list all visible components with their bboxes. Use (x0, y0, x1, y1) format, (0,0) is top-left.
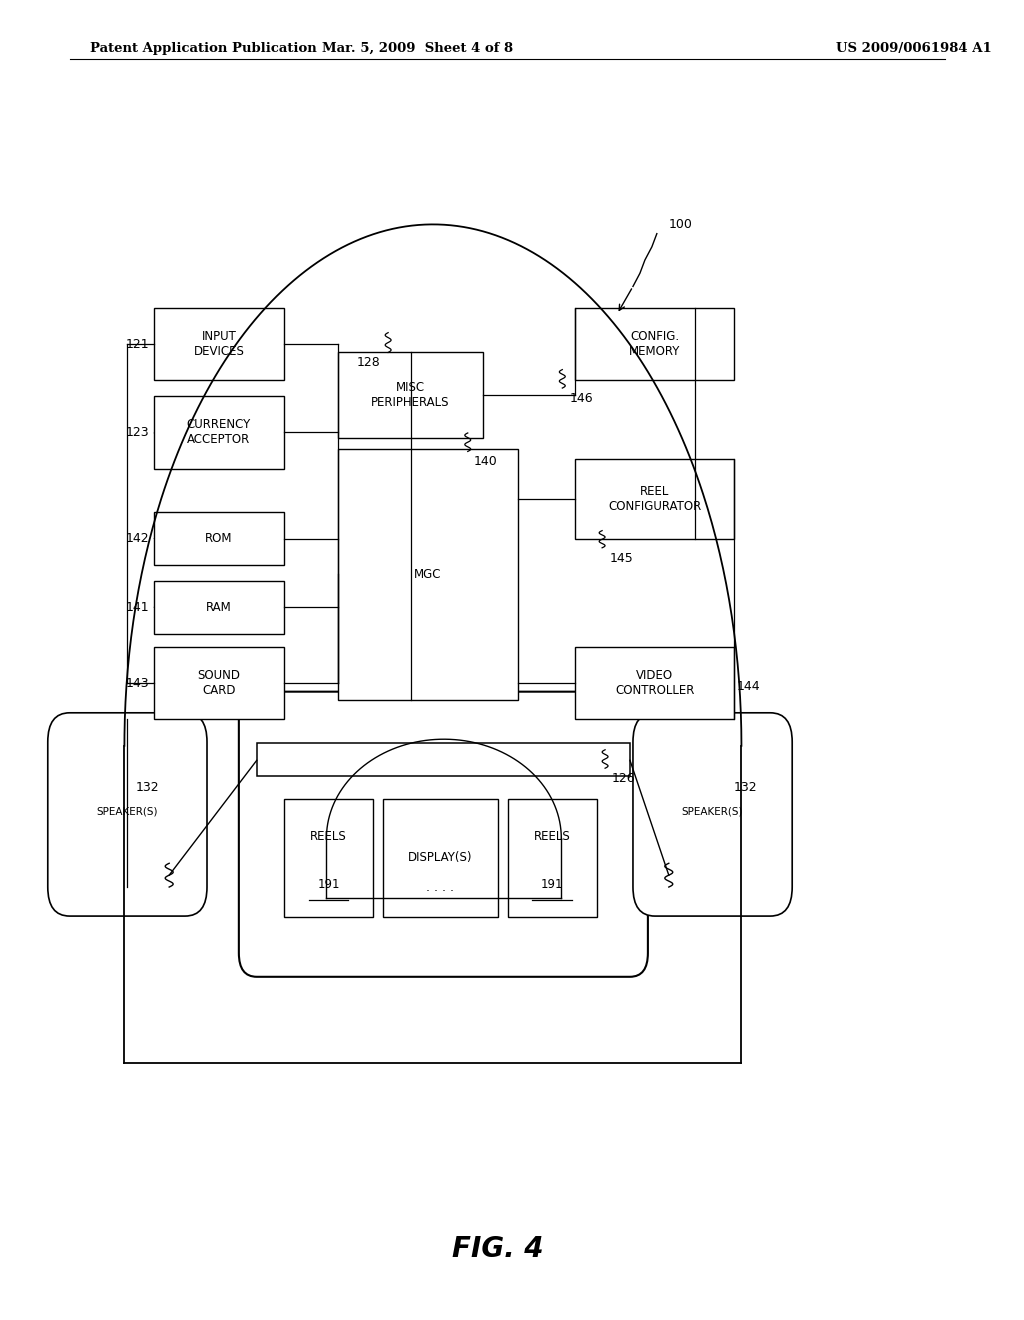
Bar (338, 449, 517, 700)
Bar (257, 743, 630, 776)
Text: 142: 142 (126, 532, 150, 545)
Bar (284, 799, 373, 917)
Text: FIG. 4: FIG. 4 (452, 1234, 544, 1263)
Text: RAM: RAM (206, 601, 231, 614)
Text: 123: 123 (126, 426, 150, 440)
Bar (338, 352, 482, 438)
Bar (155, 396, 284, 469)
Bar (155, 581, 284, 634)
Text: 141: 141 (126, 601, 150, 614)
Text: MGC: MGC (414, 568, 441, 581)
Text: SOUND
CARD: SOUND CARD (198, 669, 241, 697)
Text: REELS: REELS (534, 830, 570, 843)
FancyBboxPatch shape (633, 713, 793, 916)
Text: 121: 121 (126, 338, 150, 351)
Text: Patent Application Publication: Patent Application Publication (89, 42, 316, 55)
Text: 128: 128 (356, 356, 380, 370)
Text: SPEAKER(S): SPEAKER(S) (682, 807, 743, 817)
Text: 145: 145 (610, 552, 634, 565)
Bar (575, 647, 734, 719)
Text: VIDEO
CONTROLLER: VIDEO CONTROLLER (615, 669, 694, 697)
Text: REELS: REELS (310, 830, 347, 843)
Text: 132: 132 (733, 781, 757, 795)
Text: 140: 140 (474, 455, 498, 469)
Text: CURRENCY
ACCEPTOR: CURRENCY ACCEPTOR (186, 418, 251, 446)
Text: 132: 132 (135, 781, 159, 795)
FancyBboxPatch shape (239, 692, 648, 977)
Text: Mar. 5, 2009  Sheet 4 of 8: Mar. 5, 2009 Sheet 4 of 8 (323, 42, 514, 55)
Text: ROM: ROM (205, 532, 232, 545)
FancyBboxPatch shape (48, 713, 207, 916)
Text: CONFIG.
MEMORY: CONFIG. MEMORY (629, 330, 681, 358)
Text: 144: 144 (736, 680, 760, 693)
Bar (575, 459, 734, 539)
Text: INPUT
DEVICES: INPUT DEVICES (194, 330, 245, 358)
Text: . . . .: . . . . (426, 880, 455, 894)
Text: 191: 191 (317, 878, 340, 891)
Bar (508, 799, 597, 917)
Bar (155, 512, 284, 565)
Text: 126: 126 (612, 772, 636, 785)
Text: 191: 191 (541, 878, 563, 891)
Text: DISPLAY(S): DISPLAY(S) (409, 851, 473, 865)
Text: 100: 100 (669, 218, 692, 231)
Bar (155, 308, 284, 380)
Text: US 2009/0061984 A1: US 2009/0061984 A1 (836, 42, 991, 55)
Text: REEL
CONFIGURATOR: REEL CONFIGURATOR (608, 484, 701, 513)
Text: MISC
PERIPHERALS: MISC PERIPHERALS (372, 381, 450, 409)
Bar (155, 647, 284, 719)
Text: SPEAKER(S): SPEAKER(S) (96, 807, 158, 817)
Text: 146: 146 (569, 392, 593, 405)
Bar (575, 308, 734, 380)
Text: 143: 143 (126, 677, 150, 689)
Bar (383, 799, 498, 917)
